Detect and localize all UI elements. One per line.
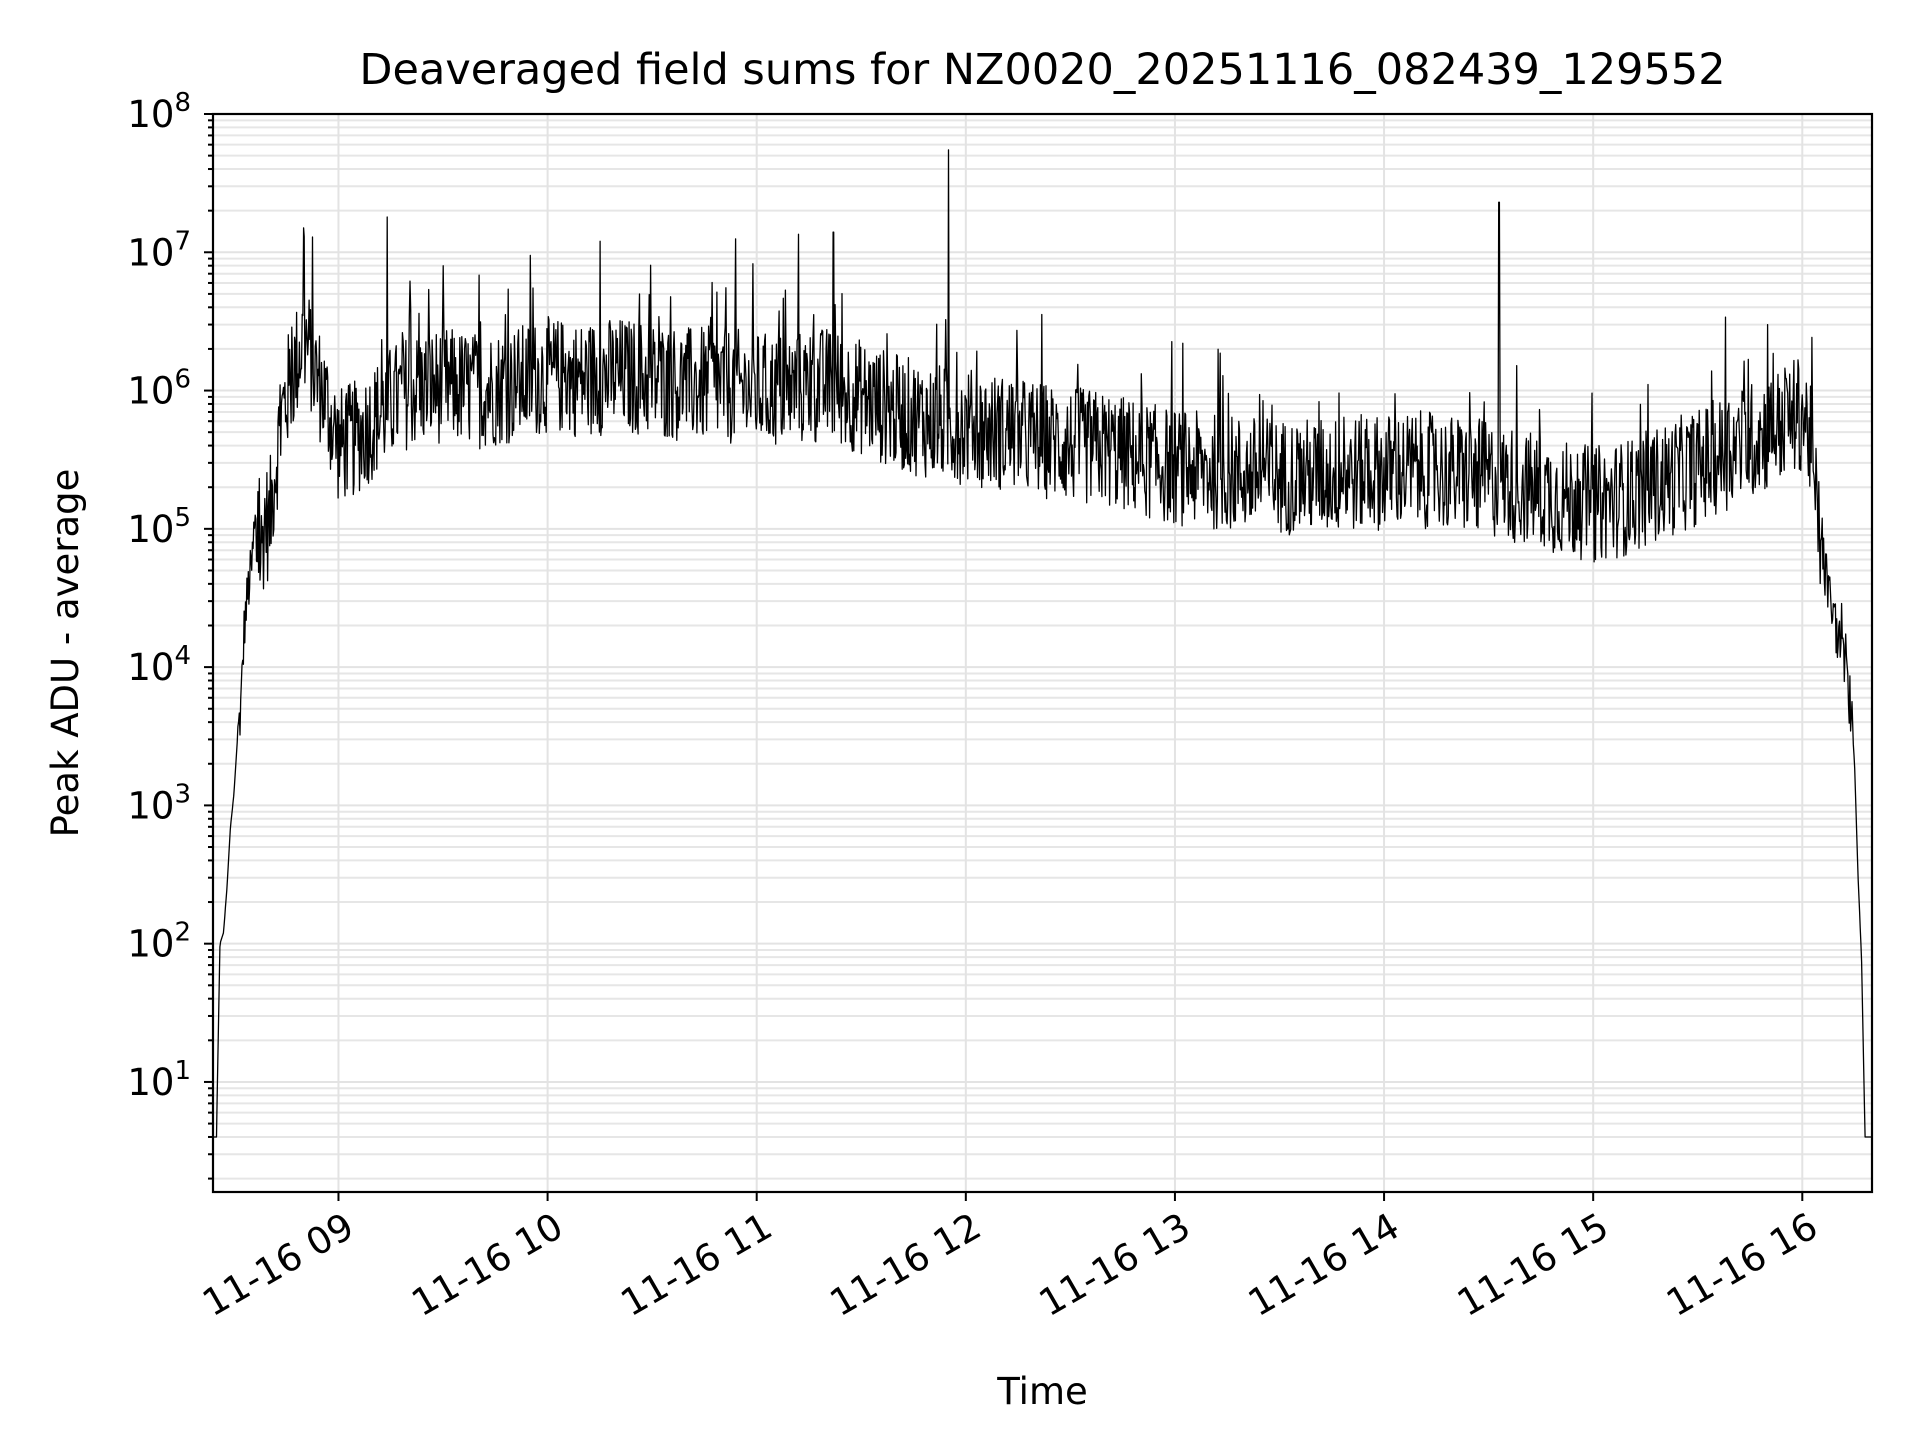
- y-tick-label: 104: [127, 641, 191, 689]
- y-tick-label: 106: [127, 365, 191, 413]
- plot-frame: [211, 112, 1874, 1194]
- x-tick-label: 11-16 13: [1032, 1205, 1198, 1325]
- series-line: [213, 149, 1872, 1138]
- x-tick-label: 11-16 14: [1241, 1205, 1407, 1325]
- chart-title: Deaveraged field sums for NZ0020_2025111…: [359, 45, 1725, 95]
- y-tick-label: 105: [127, 503, 191, 551]
- x-tick-label: 11-16 12: [823, 1205, 989, 1325]
- x-tick-label: 11-16 16: [1659, 1205, 1825, 1325]
- x-tick-label: 11-16 09: [195, 1205, 361, 1325]
- y-tick-label: 107: [127, 226, 191, 274]
- y-tick-label: 102: [127, 918, 191, 966]
- x-axis-label: Time: [996, 1370, 1088, 1413]
- y-tick-label: 108: [127, 88, 191, 136]
- grid: [213, 113, 1872, 1192]
- series-layer: [213, 149, 1872, 1138]
- x-tick-label: 11-16 15: [1450, 1205, 1616, 1325]
- x-tick-label: 11-16 11: [614, 1205, 780, 1325]
- y-axis-label: Peak ADU - average: [44, 469, 87, 838]
- y-tick-label: 103: [127, 779, 191, 827]
- x-tick-label: 11-16 10: [405, 1205, 571, 1325]
- y-tick-label: 101: [127, 1056, 191, 1104]
